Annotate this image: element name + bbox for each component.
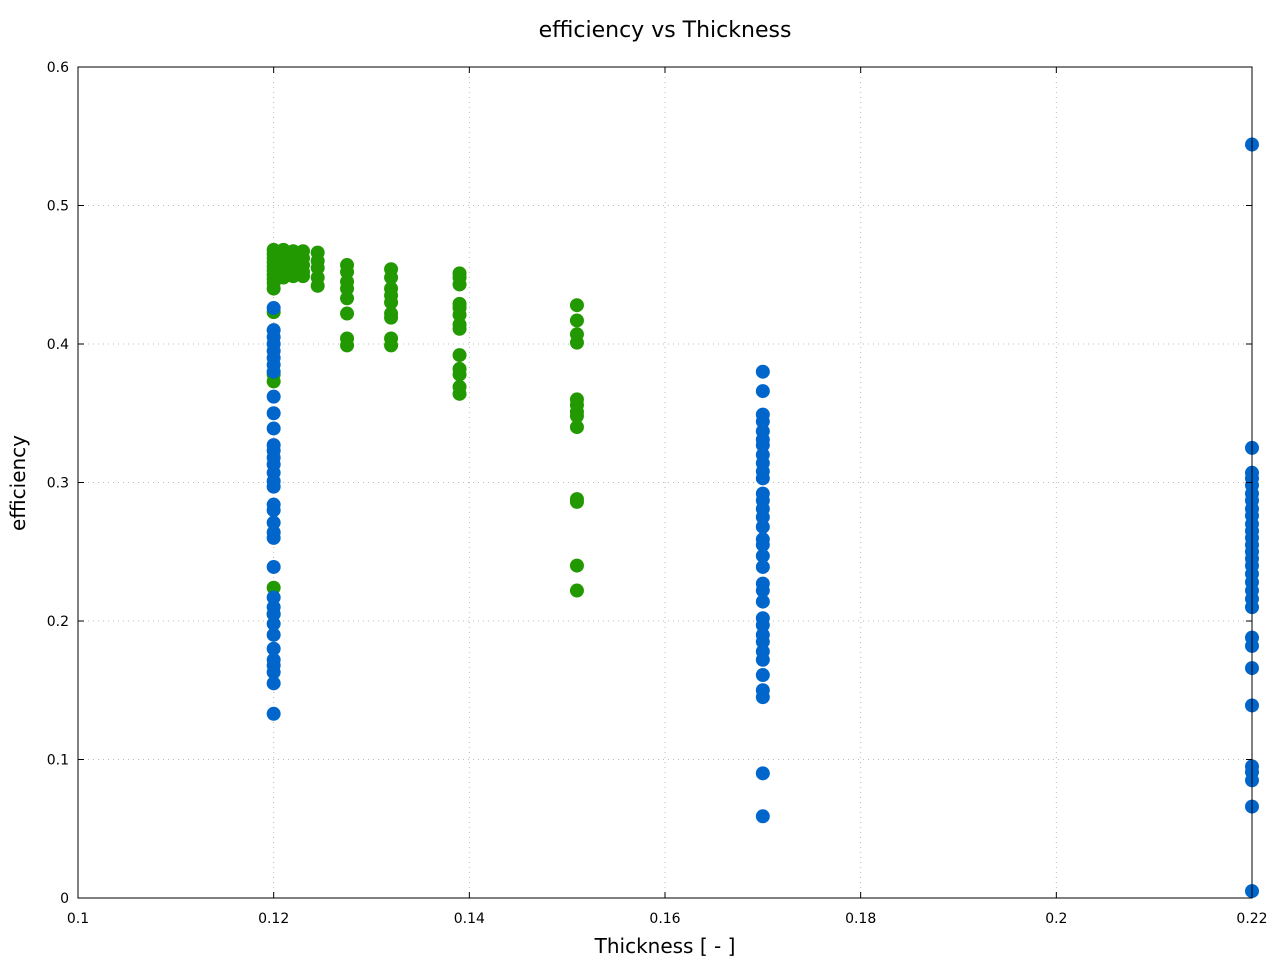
data-point-blue (266, 515, 281, 530)
data-point-blue (266, 616, 281, 631)
data-point-blue (755, 548, 770, 563)
data-points (266, 137, 1259, 899)
data-point-blue (755, 364, 770, 379)
y-tick-label: 0 (60, 891, 69, 907)
data-point-blue (266, 300, 281, 315)
data-point-green (452, 367, 467, 382)
data-point-blue (266, 559, 281, 574)
data-point-blue (755, 766, 770, 781)
data-point-green (452, 277, 467, 292)
data-point-blue (266, 389, 281, 404)
data-point-green (310, 278, 325, 293)
data-point-blue (755, 519, 770, 534)
data-point-green (384, 295, 399, 310)
data-point-blue (266, 627, 281, 642)
data-point-blue (755, 634, 770, 649)
data-point-blue (755, 384, 770, 399)
data-point-blue (266, 479, 281, 494)
data-point-blue (755, 594, 770, 609)
data-point-blue (755, 583, 770, 598)
data-point-green (452, 321, 467, 336)
data-point-blue (266, 406, 281, 421)
data-point-blue (755, 537, 770, 552)
data-point-green (384, 270, 399, 285)
data-point-green (340, 281, 355, 296)
chart-title: efficiency vs Thickness (539, 18, 792, 43)
data-point-blue (266, 676, 281, 691)
y-tick-label: 0.1 (47, 753, 69, 769)
data-point-blue (266, 364, 281, 379)
data-point-blue (755, 510, 770, 525)
x-tick-label: 0.1 (67, 911, 89, 927)
data-point-blue (755, 618, 770, 633)
data-point-green (266, 580, 281, 595)
data-point-blue (755, 690, 770, 705)
data-point-blue (755, 809, 770, 824)
data-point-blue (266, 530, 281, 545)
data-point-blue (266, 503, 281, 518)
data-point-blue (755, 471, 770, 486)
y-tick-label: 0.5 (47, 199, 69, 215)
data-point-green (569, 583, 584, 598)
data-point-green (340, 306, 355, 321)
data-point-blue (266, 641, 281, 656)
data-point-green (340, 338, 355, 353)
x-tick-label: 0.16 (649, 911, 680, 927)
data-point-green (569, 335, 584, 350)
data-point-green (452, 307, 467, 322)
x-axis-label: Thickness [ - ] (594, 934, 736, 958)
data-point-green (310, 260, 325, 275)
x-tick-label: 0.12 (258, 911, 289, 927)
y-tick-label: 0.4 (47, 337, 69, 353)
grid (78, 67, 1252, 898)
data-point-blue (755, 652, 770, 667)
data-point-green (384, 310, 399, 325)
data-point-blue (755, 414, 770, 429)
x-tick-label: 0.14 (454, 911, 485, 927)
data-point-blue (755, 438, 770, 453)
x-tick-label: 0.18 (845, 911, 876, 927)
data-point-green (569, 558, 584, 573)
data-point-blue (266, 590, 281, 605)
data-point-green (266, 374, 281, 389)
data-point-green (569, 298, 584, 313)
data-point-blue (266, 665, 281, 680)
data-point-green (340, 264, 355, 279)
data-point-blue (755, 668, 770, 683)
data-point-green (569, 494, 584, 509)
data-point-green (296, 269, 311, 284)
data-point-green (569, 409, 584, 424)
y-axis-label: efficiency (6, 435, 30, 531)
y-tick-label: 0.2 (47, 614, 69, 630)
data-point-blue (755, 559, 770, 574)
data-point-green (266, 281, 281, 296)
x-tick-label: 0.2 (1045, 911, 1067, 927)
y-tick-label: 0.3 (47, 476, 69, 492)
ticks: 0.1 0.12 0.14 0.16 0.18 0.2 0.22 0 0.1 0.2 0.3 0.4 0… (47, 60, 1268, 927)
data-point-green (452, 348, 467, 363)
data-point-green (340, 291, 355, 306)
y-tick-label: 0.6 (47, 60, 69, 76)
data-point-green (569, 420, 584, 435)
data-point-blue (266, 421, 281, 436)
data-point-green (384, 338, 399, 353)
x-tick-label: 0.22 (1236, 911, 1267, 927)
data-point-blue (266, 706, 281, 721)
data-point-green (452, 386, 467, 401)
data-point-green (569, 313, 584, 328)
data-point-blue (266, 607, 281, 622)
